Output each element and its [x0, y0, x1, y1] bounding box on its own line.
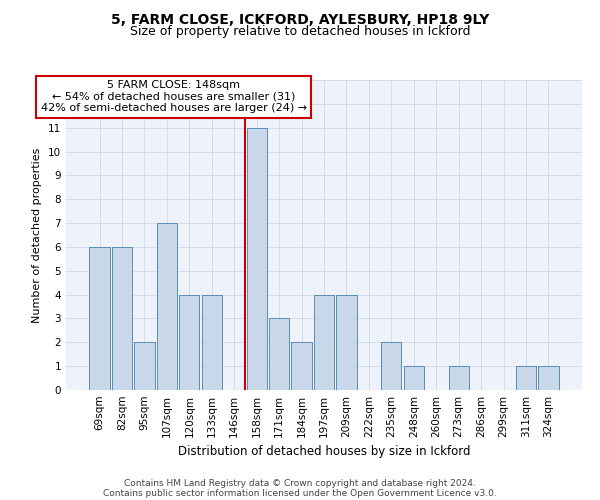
- Text: 5 FARM CLOSE: 148sqm
← 54% of detached houses are smaller (31)
42% of semi-detac: 5 FARM CLOSE: 148sqm ← 54% of detached h…: [41, 80, 307, 114]
- Bar: [516, 366, 536, 390]
- Bar: [314, 294, 334, 390]
- Bar: [202, 294, 222, 390]
- Bar: [112, 247, 132, 390]
- Bar: [381, 342, 401, 390]
- Y-axis label: Number of detached properties: Number of detached properties: [32, 148, 43, 322]
- Bar: [157, 223, 177, 390]
- X-axis label: Distribution of detached houses by size in Ickford: Distribution of detached houses by size …: [178, 446, 470, 458]
- Text: Contains public sector information licensed under the Open Government Licence v3: Contains public sector information licen…: [103, 488, 497, 498]
- Bar: [538, 366, 559, 390]
- Bar: [89, 247, 110, 390]
- Bar: [404, 366, 424, 390]
- Bar: [292, 342, 311, 390]
- Bar: [337, 294, 356, 390]
- Bar: [269, 318, 289, 390]
- Bar: [179, 294, 199, 390]
- Bar: [134, 342, 155, 390]
- Text: Size of property relative to detached houses in Ickford: Size of property relative to detached ho…: [130, 25, 470, 38]
- Text: 5, FARM CLOSE, ICKFORD, AYLESBURY, HP18 9LY: 5, FARM CLOSE, ICKFORD, AYLESBURY, HP18 …: [111, 12, 489, 26]
- Text: Contains HM Land Registry data © Crown copyright and database right 2024.: Contains HM Land Registry data © Crown c…: [124, 478, 476, 488]
- Bar: [449, 366, 469, 390]
- Bar: [247, 128, 267, 390]
